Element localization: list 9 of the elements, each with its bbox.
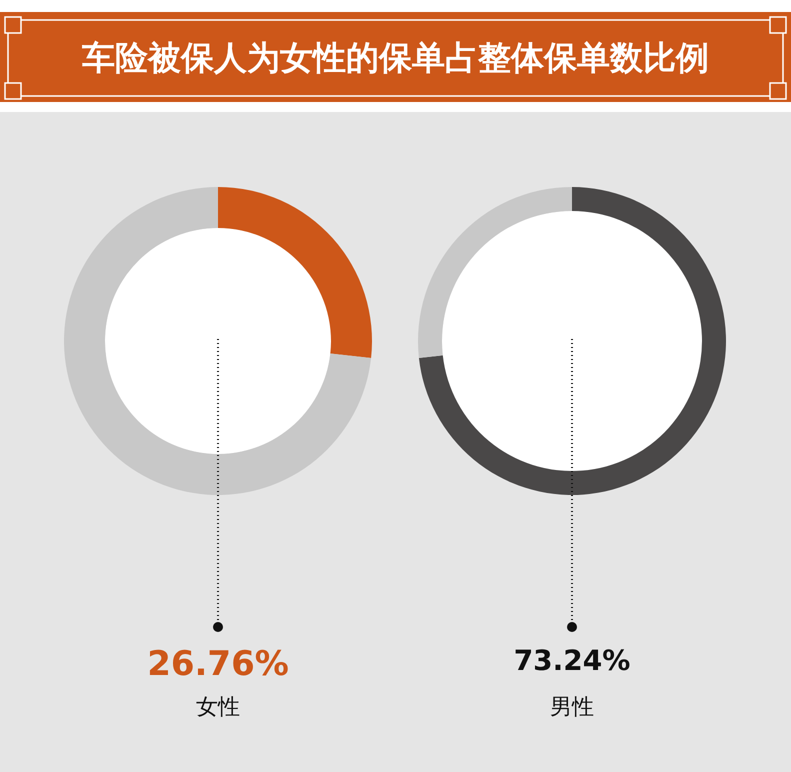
chart-title: 车险被保人为女性的保单占整体保单数比例 (81, 37, 710, 79)
data-label: 26.76% (146, 644, 290, 684)
donut-slice (218, 187, 372, 358)
donut-slice (418, 187, 572, 358)
donut-slice (64, 187, 372, 495)
slice-label: 女性 (195, 694, 241, 722)
data-label: 73.24% (512, 644, 632, 677)
slice-label: 男性 (549, 694, 595, 722)
donut-slice (418, 187, 726, 495)
